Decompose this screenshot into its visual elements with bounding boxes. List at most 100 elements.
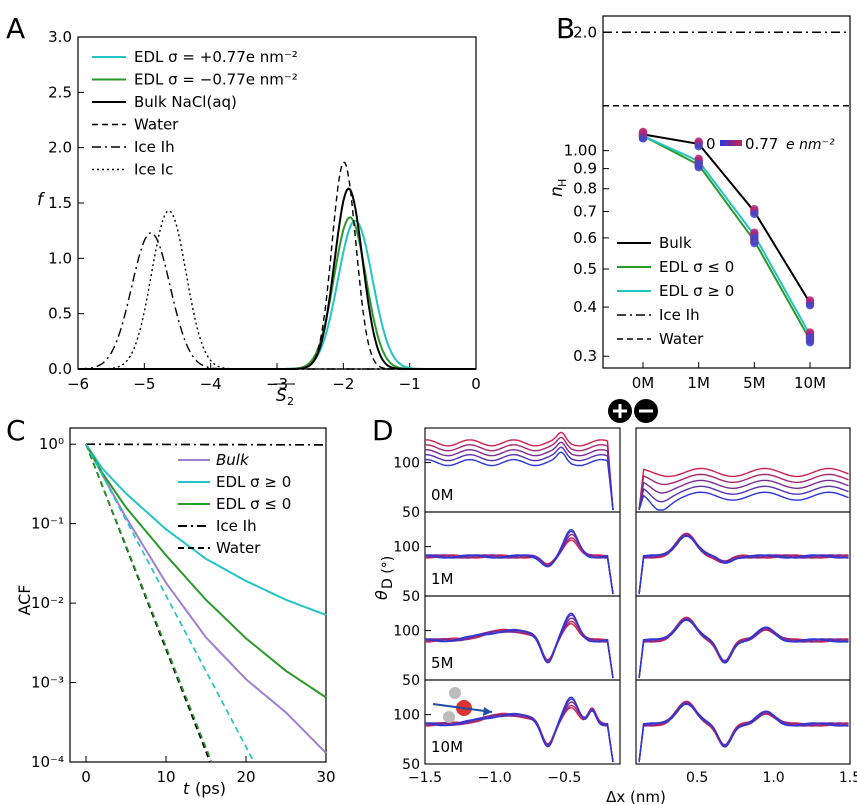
panel-letter-d: D [372,414,394,447]
theta-profile-right [638,533,849,595]
y-tick-label: 2.0 [48,139,72,157]
series-edl-0 [642,135,811,341]
legend-label: Bulk NaCl(aq) [134,93,237,111]
colorbar [720,140,742,146]
theta-profile-left [424,441,614,511]
x-axis-label: t [183,779,190,798]
x-tick-label: 5M [743,374,766,392]
x-tick-label: 1M [687,374,710,392]
series-dashed-fit-5 [85,443,213,763]
theta-profile-left [425,446,614,511]
theta-profile-left [424,528,614,595]
x-tick-label: 10M [794,374,826,392]
theta-profile-right [638,491,849,511]
series-ice-ih [85,443,327,446]
y-tick-label: 0.5 [48,305,72,323]
axes-frame [69,427,327,763]
data-marker [694,142,703,151]
y-tick-label: 100 [393,456,420,472]
series-edl-0 [85,443,327,616]
legend-label: Ice Ih [659,306,700,324]
theta-profile-right [638,532,849,595]
hydrogen-icon [443,711,455,723]
axes-frame [602,15,851,369]
y-axis-label: θ [372,590,391,600]
x-tick-label: 1.5 [839,770,857,786]
y-tick-label: 0.9 [573,160,597,178]
panel-letter-a: A [6,12,25,45]
y-tick-label: 1.5 [48,194,72,212]
x-tick-label: 10 [156,768,175,786]
row-label: 0M [431,486,454,504]
data-marker [638,134,648,143]
dipole-arrow [432,703,493,713]
legend-label: EDL σ ≤ 0 [216,495,291,513]
legend-label: Bulk [216,451,250,469]
x-tick-label: 20 [236,768,255,786]
colorbar-end-label: 0.77 [745,135,778,153]
panel-c: 0 10 20 30 10⁰ 10⁻¹ 10⁻² 10⁻³ 10⁻⁴ ACF t (ps) Bulk ED… [15,427,336,798]
y-tick-label: 10⁻³ [31,674,64,692]
panel-d: 50 100 0M 50 100 1M 50 100 5M 50 100 10M −1.5 −1.0 −0.… [372,399,857,805]
theta-profile-right [638,702,849,763]
x-tick-label: −6 [67,375,89,393]
y-tick-label: 50 [402,757,420,773]
dipole-arrowhead [483,707,492,716]
y-axis-label-rest: D (°) [380,556,396,589]
x-axis-label-unit: (ps) [195,779,226,798]
x-tick-label: −2 [332,375,354,393]
y-tick-label: 2.0 [573,23,597,41]
series-edl-0-77e-nm [78,219,476,370]
theta-profile-right [638,618,849,679]
data-marker [694,159,703,168]
theta-profile-right [638,473,849,511]
legend-label: EDL σ = −0.77e nm⁻² [134,71,298,89]
legend-label: EDL σ ≥ 0 [216,473,291,491]
y-tick-label: 0.0 [48,360,72,378]
legend-label: Ice Ih [216,517,257,535]
theta-profile-right [638,534,849,595]
colorbar-unit-label: e nm⁻² [786,137,835,153]
y-tick-label: 2.5 [48,83,72,101]
series-dashed-fit-6 [85,443,255,763]
x-axis-label: Δx (nm) [606,788,666,805]
legend-label: Ice Ih [134,138,175,156]
hydrogen-icon [449,687,461,699]
y-tick-label: 1.00 [564,142,597,160]
theta-profile-left [424,451,614,511]
subplot-frame-left [424,427,621,513]
series-bulk-nacl-aq [78,187,476,370]
theta-profile-right [638,700,849,763]
theta-profile-right [638,479,849,511]
colorbar-start-label: 0 [706,135,716,153]
series-edl-0 [642,134,811,336]
x-tick-label: −5 [133,375,155,393]
subplot-frame-right [635,679,851,765]
y-tick-label: 10⁻⁴ [31,753,64,771]
x-tick-label: −1.5 [408,770,442,786]
y-tick-label: 0.5 [573,260,597,278]
y-axis-label: f [37,190,46,210]
x-tick-label: −4 [200,375,222,393]
y-axis-label: n [547,186,567,197]
y-tick-label: 1.0 [48,249,72,267]
theta-profile-right [638,467,849,511]
y-tick-label: 0.6 [573,229,597,247]
data-marker [805,333,815,342]
legend-label: Ice Ic [134,161,173,179]
panel-b: 0.3 0.4 0.5 0.6 0.7 0.8 0.91.00 2.0 0M 1M 5M 10M nH 0… [547,15,851,392]
series-edl-0 [85,443,327,699]
y-tick-label: 3.0 [48,28,72,46]
y-tick-label: 10⁰ [39,435,64,453]
theta-profile-right [638,619,849,679]
theta-profile-left [424,612,614,679]
x-tick-label: 0.5 [686,770,708,786]
row-label: 5M [431,654,454,672]
theta-profile-right [638,535,849,595]
data-marker [750,233,759,242]
x-tick-label: 30 [316,768,335,786]
theta-profile-right [638,701,849,763]
theta-profile-right [638,619,849,679]
theta-profile-left [425,431,614,511]
